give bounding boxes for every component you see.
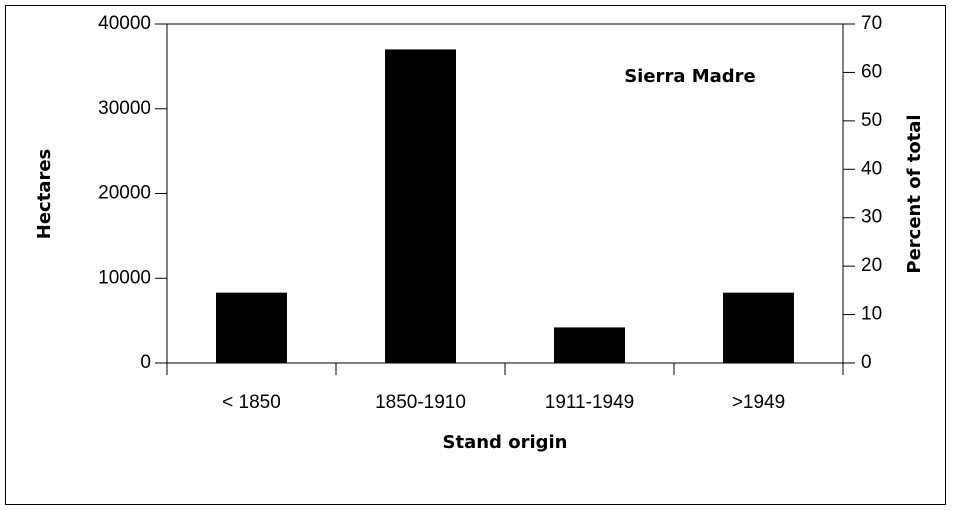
x-tick-label: < 1850 — [222, 392, 281, 413]
y-tick-label: 0 — [140, 352, 151, 373]
annotation: Sierra Madre — [624, 66, 756, 87]
y2-tick-label: 40 — [861, 158, 882, 179]
x-tick-label: >1949 — [732, 392, 785, 413]
y2-tick-label: 60 — [861, 61, 882, 82]
y2-tick-label: 20 — [861, 255, 882, 276]
bar — [385, 49, 456, 364]
x-axis-title: Stand origin — [443, 432, 568, 453]
y2-tick-label: 70 — [861, 13, 882, 34]
y-tick-label: 30000 — [98, 98, 151, 119]
x-tick-label: 1850-1910 — [375, 392, 466, 413]
y2-tick-label: 50 — [861, 110, 882, 131]
bar — [216, 292, 287, 363]
bar — [723, 292, 794, 363]
y-tick-label: 20000 — [98, 183, 151, 204]
y-axis-title: Hectares — [34, 149, 55, 240]
y2-tick-label: 30 — [861, 207, 882, 228]
chart-frame — [5, 5, 946, 505]
y2-axis-title: Percent of total — [904, 114, 925, 273]
y-tick-label: 40000 — [98, 13, 151, 34]
x-tick-label: 1911-1949 — [545, 392, 634, 413]
bar — [554, 327, 625, 363]
y2-tick-label: 10 — [861, 304, 882, 325]
y2-tick-label: 0 — [861, 352, 872, 373]
y-tick-label: 10000 — [98, 267, 151, 288]
